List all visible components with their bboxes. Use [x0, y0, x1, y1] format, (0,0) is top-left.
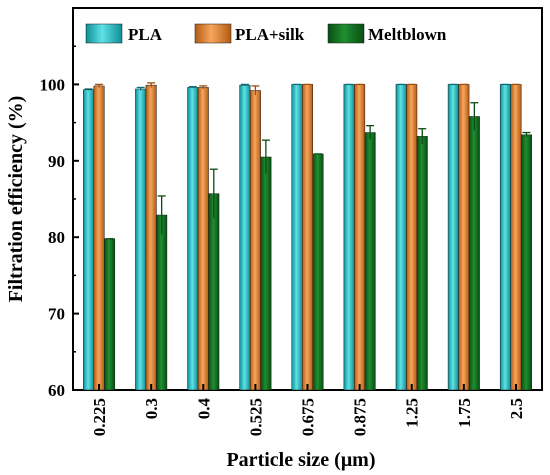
- bar-meltblown-1: [156, 214, 168, 390]
- error-bar-meltblown-2: [209, 168, 218, 219]
- legend-label: PLA+silk: [235, 25, 305, 44]
- y-tick-label: 90: [48, 152, 65, 171]
- error-bar-pla-3: [240, 83, 249, 86]
- bar-pla-3: [239, 84, 251, 390]
- bar-meltblown-6: [416, 136, 428, 390]
- x-tick-label: 0.4: [194, 398, 213, 420]
- error-bar-meltblown-6: [418, 128, 427, 144]
- error-bar-pla-silk-1: [147, 82, 156, 88]
- bar-pla-silk-0: [93, 85, 105, 390]
- x-tick-label: 1.75: [455, 398, 474, 428]
- bar-meltblown-5: [364, 132, 376, 390]
- legend-item-pla: PLA: [85, 23, 163, 44]
- x-axis: 0.225 0.3 0.4 0.525 0.675 0.875 1.25 1.75 2.5: [90, 384, 526, 436]
- bar-meltblown-4: [312, 153, 324, 390]
- y-tick-label: 60: [48, 381, 65, 400]
- bar-pla-6: [395, 84, 407, 390]
- bar-pla-silk-3: [249, 90, 261, 390]
- y-axis-title: Filtration efficiency (%): [5, 96, 27, 303]
- bar-pla-2: [187, 87, 199, 390]
- legend-swatch: [327, 23, 365, 44]
- x-tick-label: 1.25: [403, 398, 422, 428]
- bar-pla-silk-2: [197, 87, 209, 390]
- x-tick-label: 0.3: [142, 398, 161, 419]
- bar-pla-silk-4: [302, 84, 313, 390]
- error-bars-layer: [84, 82, 531, 240]
- bar-pla-silk-5: [354, 84, 366, 390]
- bar-pla-silk-1: [145, 84, 157, 390]
- legend-item-pla-silk: PLA+silk: [194, 23, 305, 44]
- bar-pla-5: [343, 84, 355, 390]
- error-bar-pla-1: [136, 86, 145, 91]
- error-bar-pla-0: [84, 88, 93, 91]
- legend: PLA PLA+silk Meltblown: [85, 23, 447, 44]
- error-bar-pla-silk-3: [251, 85, 260, 96]
- x-tick-label: 0.525: [246, 398, 265, 436]
- bar-meltblown-0: [104, 238, 116, 390]
- x-tick-label: 0.675: [299, 398, 318, 436]
- bar-pla-1: [135, 88, 147, 390]
- bar-pla-0: [83, 89, 95, 390]
- legend-item-meltblown: Meltblown: [327, 23, 447, 44]
- error-bar-meltblown-3: [261, 139, 270, 174]
- x-tick-label: 2.5: [507, 398, 526, 419]
- bars-layer: [83, 84, 532, 390]
- bar-meltblown-3: [260, 156, 272, 390]
- error-bar-pla-silk-2: [199, 85, 208, 89]
- legend-swatch: [85, 23, 123, 44]
- error-bar-meltblown-7: [470, 102, 479, 131]
- error-bar-meltblown-1: [157, 195, 166, 235]
- error-bar-pla-2: [188, 86, 197, 89]
- bar-pla-7: [447, 84, 459, 390]
- y-tick-label: 70: [48, 305, 65, 324]
- y-axis: 60 70 80 90 100: [40, 45, 79, 400]
- bar-meltblown-2: [208, 193, 220, 390]
- error-bar-pla-silk-0: [95, 83, 104, 88]
- x-tick-label: 0.225: [90, 398, 109, 436]
- bar-meltblown-8: [520, 134, 532, 390]
- bar-pla-4: [291, 84, 303, 390]
- error-bar-meltblown-5: [366, 125, 375, 140]
- legend-label: Meltblown: [368, 25, 447, 44]
- bar-pla-silk-7: [458, 84, 470, 390]
- error-bar-meltblown-8: [522, 131, 531, 138]
- legend-label: PLA: [128, 25, 163, 44]
- bar-meltblown-7: [468, 116, 480, 390]
- bar-pla-silk-8: [510, 84, 522, 390]
- legend-swatch: [194, 23, 232, 44]
- y-tick-label: 100: [40, 75, 66, 94]
- y-tick-label: 80: [48, 228, 65, 247]
- x-tick-label: 0.875: [351, 398, 370, 436]
- bar-pla-8: [499, 84, 511, 390]
- bar-pla-silk-6: [406, 84, 418, 390]
- x-axis-title: Particle size (μm): [226, 449, 375, 471]
